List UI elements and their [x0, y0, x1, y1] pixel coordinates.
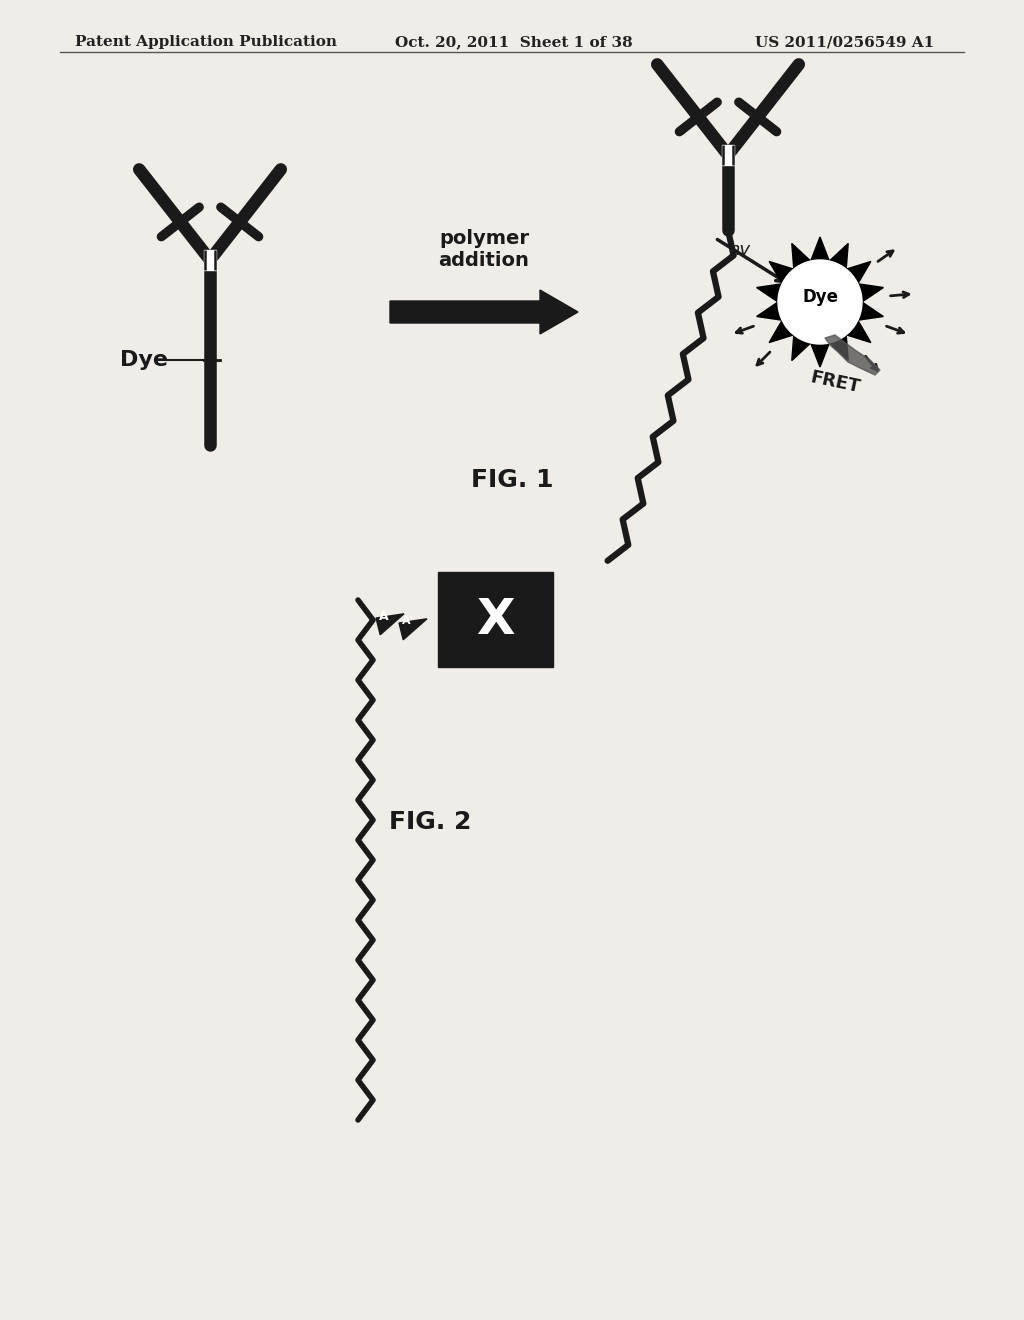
Polygon shape — [825, 335, 880, 375]
Polygon shape — [399, 619, 427, 640]
Text: hv: hv — [728, 242, 750, 259]
Polygon shape — [376, 614, 404, 635]
Bar — [438, 572, 553, 667]
Text: FRET: FRET — [808, 368, 861, 396]
Circle shape — [778, 260, 862, 345]
Text: X: X — [476, 595, 515, 644]
Text: Dye: Dye — [802, 288, 838, 306]
Text: Dye: Dye — [120, 350, 168, 370]
Text: polymer
addition: polymer addition — [438, 228, 529, 271]
Text: US 2011/0256549 A1: US 2011/0256549 A1 — [755, 36, 934, 49]
Text: A': A' — [402, 616, 414, 626]
Text: A: A — [379, 610, 389, 623]
Polygon shape — [757, 238, 884, 367]
Text: FIG. 2: FIG. 2 — [389, 810, 471, 834]
Polygon shape — [390, 290, 578, 334]
Text: Patent Application Publication: Patent Application Publication — [75, 36, 337, 49]
Bar — [204, 249, 216, 271]
Text: FIG. 1: FIG. 1 — [471, 469, 553, 492]
Bar — [722, 145, 734, 165]
Text: Oct. 20, 2011  Sheet 1 of 38: Oct. 20, 2011 Sheet 1 of 38 — [395, 36, 633, 49]
